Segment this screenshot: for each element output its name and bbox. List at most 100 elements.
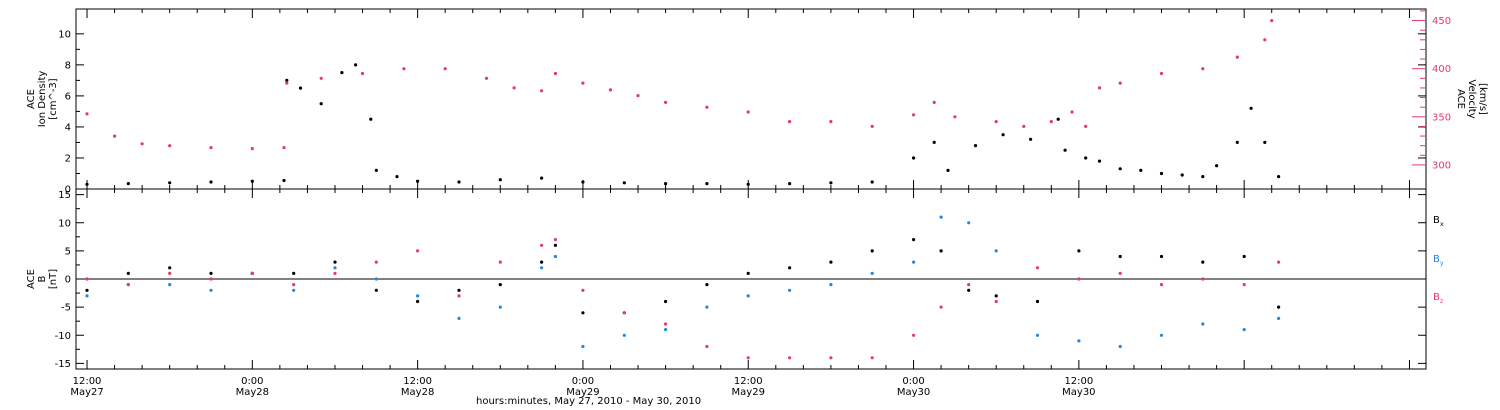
time-tick-label-3: 0:00 (572, 376, 594, 387)
legend-bz-sub: z (1440, 298, 1443, 305)
bx-point-12 (553, 243, 558, 247)
velocity-point-18 (636, 94, 640, 98)
velocity-point-39 (1270, 19, 1274, 23)
bz-point-20 (870, 356, 874, 360)
by-point-3 (209, 288, 213, 292)
by-point-12 (553, 254, 558, 259)
bx-point-19 (829, 260, 833, 264)
date-tick-label-6: May30 (1062, 387, 1095, 398)
density-point-25 (870, 180, 874, 184)
density-point-21 (705, 182, 709, 186)
by-point-15 (664, 328, 668, 332)
time-tick-label-5: 0:00 (902, 376, 924, 387)
velocity-point-14 (540, 89, 544, 93)
time-tick-label-4: 12:00 (734, 376, 763, 387)
velocity-point-29 (1022, 124, 1026, 128)
by-point-26 (1077, 339, 1081, 343)
velocity-axis: 300 350 400 450 (1412, 10, 1451, 171)
bz-point-13 (581, 288, 585, 292)
density-point-11 (369, 117, 373, 121)
field-tick-label-5: 10 (58, 218, 71, 229)
bx-point-6 (333, 260, 337, 264)
bx-point-13 (581, 311, 585, 315)
velocity-point-8 (319, 76, 323, 80)
bx-point-17 (746, 271, 750, 275)
velocity-point-1 (113, 134, 117, 138)
bz-point-2 (168, 271, 172, 275)
by-point-29 (1201, 322, 1205, 326)
density-point-43 (1249, 106, 1253, 110)
by-point-19 (829, 283, 833, 287)
velocity-point-36 (1201, 67, 1205, 71)
density-point-37 (1139, 168, 1143, 172)
density-point-29 (973, 144, 978, 148)
velocity-point-24 (870, 124, 874, 128)
by-point-31 (1277, 316, 1281, 320)
by-point-18 (788, 288, 792, 292)
bottom-panel-points (85, 215, 1281, 360)
density-tick-label-2: 4 (65, 122, 71, 133)
density-velocity-panel: 0 2 4 6 8 10 300 350 400 450 ACE Ion Density [cm… (26, 8, 1488, 196)
bx-point-30 (1242, 254, 1246, 259)
by-point-8 (416, 294, 420, 298)
density-axis-label-line3: [cm^-3] (48, 78, 59, 119)
bz-point-30 (1242, 283, 1246, 287)
bx-point-11 (540, 260, 544, 264)
density-point-3 (209, 180, 213, 184)
bx-point-3 (209, 271, 213, 275)
bz-point-23 (967, 283, 971, 287)
by-point-6 (333, 266, 337, 270)
bx-point-16 (705, 283, 709, 287)
legend-bx-sub: x (1440, 221, 1444, 228)
bz-point-21 (912, 333, 916, 337)
by-point-27 (1118, 344, 1122, 349)
legend-bz: B z (1433, 292, 1443, 305)
by-point-17 (746, 294, 750, 298)
bx-point-27 (1118, 254, 1122, 259)
velocity-point-15 (553, 71, 558, 76)
bz-point-5 (292, 283, 296, 287)
density-point-28 (946, 168, 950, 172)
by-point-5 (292, 288, 296, 292)
velocity-tick-label-0: 300 (1432, 160, 1451, 171)
bz-point-1 (126, 283, 130, 287)
velocity-point-9 (360, 71, 365, 76)
bz-point-10 (498, 260, 502, 264)
bx-point-25 (1035, 299, 1040, 304)
bx-point-24 (994, 294, 998, 298)
density-point-10 (354, 63, 358, 67)
by-point-13 (581, 344, 585, 349)
velocity-point-21 (746, 110, 750, 114)
bx-point-10 (498, 283, 502, 287)
velocity-point-0 (85, 112, 89, 116)
density-axis: 0 2 4 6 8 10 (58, 29, 1426, 196)
bz-point-11 (540, 243, 544, 247)
density-point-12 (374, 168, 378, 172)
bx-point-5 (292, 271, 296, 275)
density-point-23 (788, 182, 792, 186)
density-point-8 (319, 102, 323, 106)
density-point-19 (622, 181, 626, 185)
density-point-32 (1056, 117, 1060, 121)
bz-point-18 (788, 356, 792, 360)
density-point-31 (1029, 137, 1033, 141)
date-tick-label-3: May29 (566, 387, 599, 398)
density-point-13 (395, 175, 399, 179)
by-point-28 (1159, 333, 1164, 337)
bz-point-7 (374, 260, 378, 264)
bz-point-9 (457, 294, 461, 298)
bx-point-18 (788, 266, 792, 270)
density-point-39 (1180, 173, 1184, 177)
velocity-point-28 (994, 120, 998, 124)
bx-point-28 (1159, 254, 1164, 259)
density-point-7 (298, 86, 303, 90)
density-point-40 (1201, 175, 1205, 179)
time-tick-label-1: 0:00 (241, 376, 263, 387)
bx-point-23 (967, 288, 971, 292)
by-point-21 (912, 260, 916, 264)
date-tick-label-1: May28 (236, 387, 269, 398)
density-tick-label-5: 10 (58, 29, 71, 40)
velocity-axis-label-line3: [km/s] (1477, 83, 1488, 115)
velocity-point-31 (1070, 110, 1074, 114)
field-tick-label-4: 5 (65, 246, 71, 257)
